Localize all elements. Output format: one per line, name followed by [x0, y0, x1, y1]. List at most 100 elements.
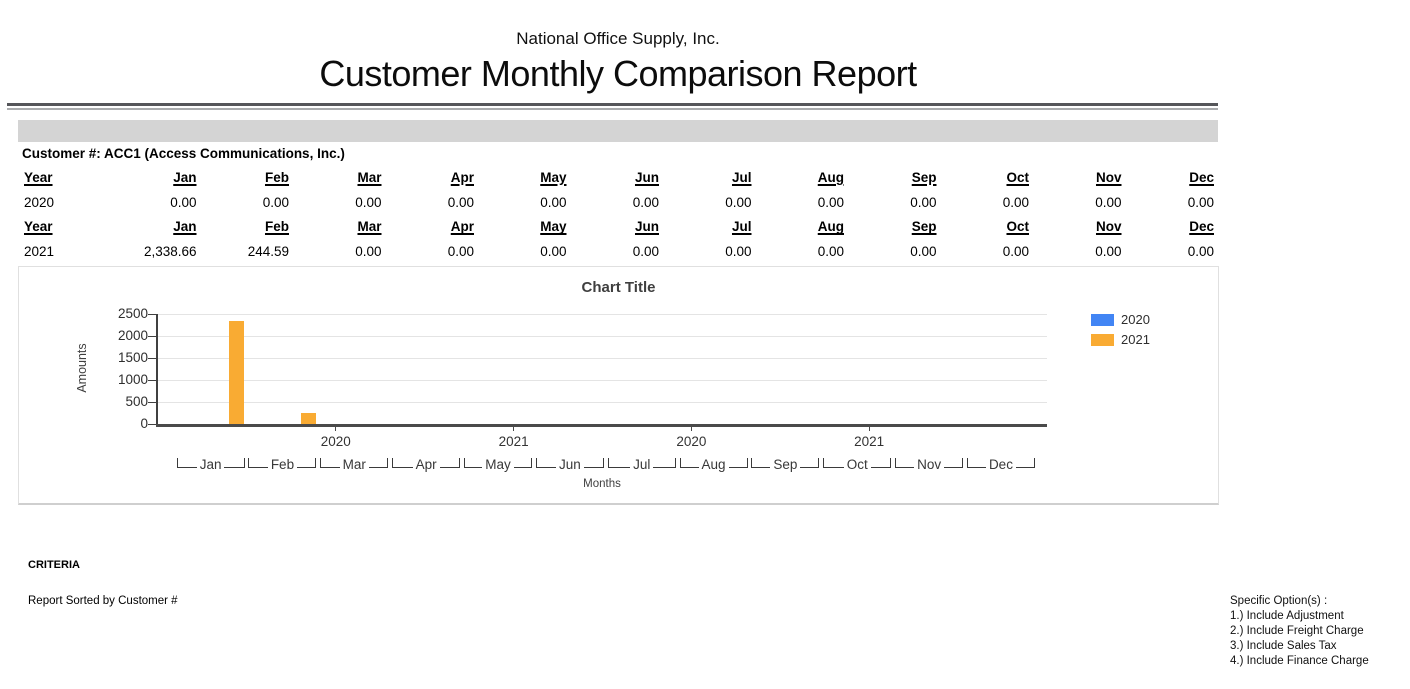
year-tick-mark	[868, 426, 870, 431]
value-cell: 0.00	[725, 194, 752, 210]
month-label: Dec	[988, 457, 1013, 472]
month-axis-label-jul: Jul	[607, 455, 676, 475]
value-cell: 0.00	[910, 244, 937, 260]
page-title: Customer Monthly Comparison Report	[319, 53, 917, 94]
month-axis-label-mar: Mar	[320, 455, 389, 475]
value-cell: 0.00	[1095, 244, 1122, 260]
bracket-left	[966, 458, 986, 468]
bracket-right	[1015, 458, 1035, 468]
value-cell: 0.00	[540, 194, 567, 210]
table-row: 2021 2,338.66 244.59 0.00 0.00 0.00 0.00 0.00 0.…	[24, 244, 1214, 269]
month-label: Sep	[773, 457, 798, 472]
year-tick-mark	[335, 426, 337, 431]
year-tick-mark	[690, 426, 692, 431]
legend-item-2020: 2020	[1091, 312, 1150, 327]
value-cell: 2,338.66	[143, 244, 197, 260]
gridline	[158, 380, 1047, 381]
header-cell-month: Feb	[264, 170, 289, 185]
header-cell-month: Jul	[731, 170, 752, 185]
bracket-right	[944, 458, 964, 468]
header-cell-month: Nov	[1095, 219, 1122, 235]
header-cell-month: May	[540, 170, 567, 185]
x-axis-title: Months	[583, 478, 621, 490]
y-tick-label: 0	[140, 416, 148, 431]
bracket-left	[320, 458, 340, 468]
bracket-right	[513, 458, 533, 468]
header-cell-month: Aug	[817, 219, 844, 235]
month-axis-label-aug: Aug	[679, 455, 748, 475]
value-cell: 0.00	[632, 244, 659, 260]
bracket-right	[297, 458, 317, 468]
month-label: Apr	[415, 457, 437, 472]
value-cell: 0.00	[447, 244, 474, 260]
month-axis-label-dec: Dec	[966, 455, 1035, 475]
month-axis-label-jun: Jun	[535, 455, 604, 475]
specific-options-block: Specific Option(s) : 1.) Include Adjustm…	[1230, 594, 1369, 669]
header-cell-month: Oct	[1006, 170, 1029, 185]
report-header: National Office Supply, Inc. Customer Mo…	[0, 0, 1236, 95]
bracket-left	[895, 458, 915, 468]
bracket-right	[653, 458, 676, 468]
gridline	[158, 402, 1047, 403]
table-header-row: Year Jan Feb Mar Apr May Jun Jul Aug Sep Oct Nov Dec	[24, 170, 1214, 195]
chart-container: Chart Title Amounts Months 2020 2021 0 500…	[18, 266, 1219, 505]
bracket-right	[728, 458, 748, 468]
value-cell: 0.00	[817, 194, 844, 210]
value-cell: 0.00	[817, 244, 844, 260]
month-axis-label-apr: Apr	[392, 455, 461, 475]
value-cell: 0.00	[170, 194, 197, 210]
y-tick-mark	[148, 380, 156, 381]
header-cell-month: Apr	[450, 219, 474, 235]
y-tick-label: 2000	[117, 328, 148, 343]
criteria-label: CRITERIA	[28, 559, 80, 571]
header-cell-month: Oct	[1006, 219, 1029, 235]
bracket-right	[368, 458, 389, 468]
month-label: Jul	[633, 457, 651, 472]
month-axis-label-jan: Jan	[176, 455, 245, 475]
month-label: Jun	[558, 457, 581, 472]
option-line: 2.) Include Freight Charge	[1230, 625, 1364, 637]
bracket-right	[870, 458, 892, 468]
month-label: Aug	[701, 457, 726, 472]
bracket-left	[607, 458, 631, 468]
gridline	[158, 314, 1047, 315]
bracket-left	[392, 458, 413, 468]
bar-2021-jan	[229, 321, 244, 424]
y-tick-mark	[148, 402, 156, 403]
legend-label: 2021	[1121, 332, 1150, 347]
month-axis-label-feb: Feb	[248, 455, 317, 475]
month-axis-label-may: May	[464, 455, 533, 475]
value-cell: 0.00	[1002, 194, 1029, 210]
value-cell: 0.00	[540, 244, 567, 260]
bracket-left	[823, 458, 844, 468]
bracket-right	[224, 458, 245, 468]
bracket-left	[751, 458, 771, 468]
option-line: 4.) Include Finance Charge	[1230, 655, 1369, 667]
x-axis-line	[156, 424, 1047, 427]
year-axis-label: 2020	[676, 434, 707, 449]
bracket-left	[464, 458, 483, 468]
value-cell: 0.00	[1187, 194, 1214, 210]
header-cell-month: Jun	[634, 170, 659, 185]
header-cell-month: Jul	[731, 219, 752, 235]
option-line: 1.) Include Adjustment	[1230, 610, 1344, 622]
y-axis-title: Amounts	[75, 343, 89, 393]
legend-item-2021: 2021	[1091, 332, 1150, 347]
year-tick-mark	[513, 426, 515, 431]
table-row: 2020 0.00 0.00 0.00 0.00 0.00 0.00 0.00 0.00 0.00…	[24, 195, 1214, 220]
value-cell: 0.00	[447, 194, 474, 210]
month-label: Mar	[342, 457, 366, 472]
gridline	[158, 336, 1047, 337]
legend-swatch-2021	[1091, 333, 1114, 346]
header-cell-year: Year	[24, 219, 53, 235]
bracket-left	[535, 458, 556, 468]
options-title: Specific Option(s) :	[1230, 595, 1328, 607]
header-cell-year: Year	[24, 170, 53, 185]
gridline	[158, 358, 1047, 359]
month-label: Nov	[917, 457, 942, 472]
legend-swatch-2020	[1091, 313, 1114, 326]
y-tick-mark	[148, 314, 156, 315]
value-cell: 0.00	[632, 194, 659, 210]
option-line: 3.) Include Sales Tax	[1230, 640, 1337, 652]
y-tick-label: 1000	[117, 372, 148, 387]
